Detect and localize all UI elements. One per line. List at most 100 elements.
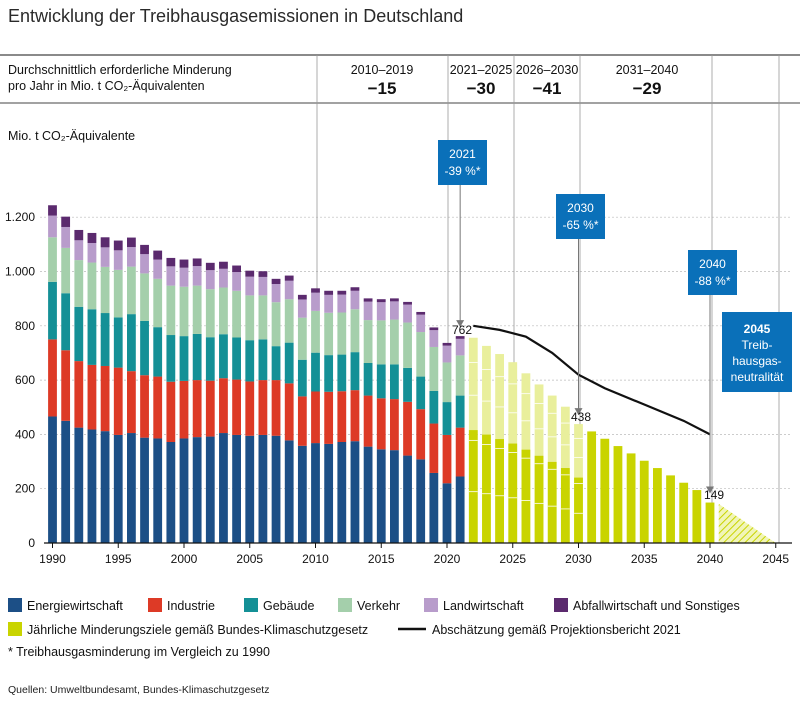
bar-segment-gebaeude [258,339,268,381]
bar-segment-abfall [284,275,294,281]
header-periods: 2010–2019 −15 2021–2025 −30 2026–2030 −4… [351,63,679,98]
bar-segment-abfall [390,298,399,302]
bar-segment-verkehr [258,295,268,340]
bar-segment-landwirtschaft [166,266,176,286]
callout-line: hausgas- [732,354,781,368]
bar-segment-energie [61,420,71,543]
bar-segment-abfall [455,336,465,339]
bar-segment-abfall [258,271,268,277]
callout-year: 2040 [699,257,726,271]
bar-segment-industrie [140,375,149,438]
bar-segment-energie [455,476,465,543]
callout-box [438,140,487,185]
bar-segment-abfall [74,229,84,241]
bar-segment-verkehr [416,332,426,377]
bar-segment-energie [166,442,176,543]
target-bar [482,434,491,543]
bar-segment-energie [100,431,110,543]
y-tick-label: 1.200 [5,210,35,224]
chart-title: Entwicklung der Treibhausgasemissionen i… [8,6,463,26]
bar-segment-abfall [140,244,149,255]
bar-segment-verkehr [113,269,123,318]
bar-segment-landwirtschaft [284,280,294,300]
bar-segment-abfall [100,237,110,248]
bar-segment-abfall [337,290,347,295]
bar-segment-energie [311,443,320,543]
bar-segment-verkehr [205,289,215,338]
target-bar [666,475,675,543]
legend-label: Verkehr [357,599,400,613]
gridlines [40,216,792,490]
bar-segment-landwirtschaft [87,242,97,263]
bar-segment-gebaeude [442,402,452,435]
y-tick-label: 800 [15,319,35,333]
bar-segment-gebaeude [87,309,97,365]
callout-percent: -39 %* [444,164,480,178]
bar-segment-verkehr [403,322,412,368]
bar-segment-abfall [127,237,136,248]
bar-segment-landwirtschaft [390,301,399,320]
legend-label: Gebäude [263,599,314,613]
bar-segment-industrie [455,427,465,477]
bar-segment-industrie [74,361,84,428]
bar-segment-abfall [311,288,320,293]
bar-segment-gebaeude [219,334,228,379]
bar-segment-gebaeude [127,314,136,372]
period-label: 2026–2030 [516,63,579,77]
target-bar [560,468,570,543]
bar-layer [48,205,465,543]
bar-segment-industrie [192,380,202,438]
x-tick-label: 2020 [434,552,461,566]
bar-segment-verkehr [74,260,84,307]
bar-segment-abfall [429,327,439,331]
x-tick-label: 2015 [368,552,395,566]
bar-segment-verkehr [219,287,228,335]
bar-segment-abfall [363,298,373,302]
target-bar [613,446,623,543]
bar-segment-industrie [363,395,373,447]
x-tick-label: 2025 [499,552,526,566]
y-tick-label: 1.000 [5,265,35,279]
value-label-438: 438 [571,410,591,424]
bar-segment-verkehr [376,320,386,365]
bar-segment-gebaeude [245,340,255,382]
bar-segment-energie [403,455,412,543]
bar-segment-abfall [297,294,307,300]
bar-segment-abfall [350,287,360,291]
legend-swatch-landwirtschaft [424,598,438,612]
bar-segment-abfall [192,258,202,267]
target-bar [705,502,715,543]
bar-segment-landwirtschaft [140,254,149,274]
callout-year: 2030 [567,201,594,215]
bar-segment-industrie [232,379,241,435]
bar-segment-gebaeude [271,346,281,381]
bar-segment-verkehr [311,310,320,353]
bar-segment-gebaeude [363,362,373,396]
bar-segment-industrie [48,339,57,417]
period-label: 2021–2025 [450,63,513,77]
bar-segment-industrie [258,380,268,435]
bar-segment-landwirtschaft [376,302,386,321]
bar-segment-verkehr [232,290,241,338]
bar-segment-energie [127,433,136,543]
bar-segment-landwirtschaft [232,272,241,291]
bar-segment-energie [87,429,97,543]
bar-segment-gebaeude [166,335,176,382]
target-bar [547,461,557,543]
bar-segment-energie [416,459,426,543]
bar-segment-energie [297,445,307,543]
target-bar [692,490,702,543]
bar-segment-gebaeude [48,281,57,340]
bar-segment-landwirtschaft [74,240,84,261]
target-bar [508,443,518,543]
bar-segment-industrie [284,383,294,441]
bar-segment-gebaeude [100,313,110,366]
bar-segment-energie [219,433,228,543]
bar-segment-gebaeude [324,355,334,392]
bar-segment-landwirtschaft [297,299,307,318]
x-tick-label: 1995 [105,552,132,566]
bar-segment-verkehr [61,247,71,294]
target-bar [468,430,478,543]
bar-segment-verkehr [127,266,136,315]
